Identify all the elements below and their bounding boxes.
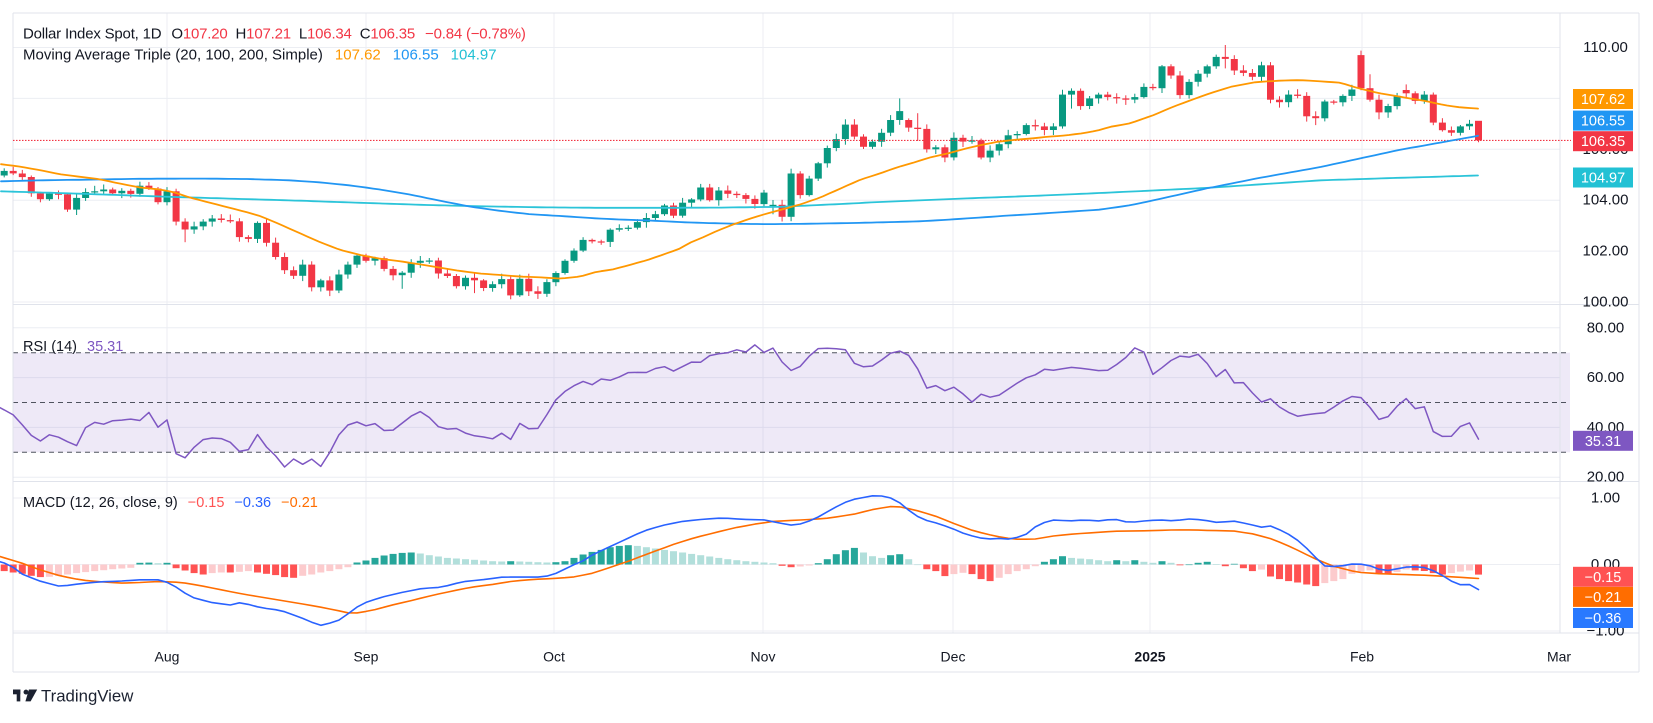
svg-text:−0.36: −0.36 — [1585, 611, 1622, 627]
svg-text:−0.21: −0.21 — [1585, 590, 1622, 606]
svg-text:−0.15: −0.15 — [1585, 570, 1622, 586]
svg-text:60.00: 60.00 — [1587, 369, 1625, 386]
svg-text:110.00: 110.00 — [1583, 39, 1628, 56]
svg-text:MACD (12, 26, close, 9)−0.15−0: MACD (12, 26, close, 9) −0.15 −0.36 −0.21 — [23, 495, 318, 511]
svg-text:107.62: 107.62 — [1581, 92, 1625, 108]
svg-text:TradingView: TradingView — [41, 686, 134, 705]
svg-text:102.00: 102.00 — [1583, 243, 1629, 260]
svg-text:35.31: 35.31 — [1585, 434, 1621, 450]
svg-text:20.00: 20.00 — [1587, 469, 1625, 486]
svg-text:106.35: 106.35 — [1581, 134, 1625, 150]
svg-text:1.00: 1.00 — [1591, 490, 1620, 507]
svg-text:80.00: 80.00 — [1587, 319, 1625, 336]
svg-text:100.00: 100.00 — [1583, 294, 1629, 311]
svg-text:Mar: Mar — [1547, 649, 1571, 665]
svg-text:Sep: Sep — [354, 649, 379, 665]
svg-text:106.55: 106.55 — [1581, 114, 1625, 130]
svg-text:104.97: 104.97 — [1581, 171, 1625, 187]
svg-text:2025: 2025 — [1134, 649, 1165, 665]
svg-text:Aug: Aug — [155, 649, 180, 665]
svg-text:Moving Average Triple (20, 100: Moving Average Triple (20, 100, 200, Sim… — [23, 47, 497, 64]
svg-text:104.00: 104.00 — [1583, 192, 1629, 209]
svg-text:Oct: Oct — [543, 649, 565, 665]
svg-text:Feb: Feb — [1350, 649, 1374, 665]
svg-text:RSI (14)35.31: RSI (14) 35.31 — [23, 339, 123, 355]
svg-text:Dec: Dec — [941, 649, 966, 665]
svg-text:Nov: Nov — [751, 649, 776, 665]
